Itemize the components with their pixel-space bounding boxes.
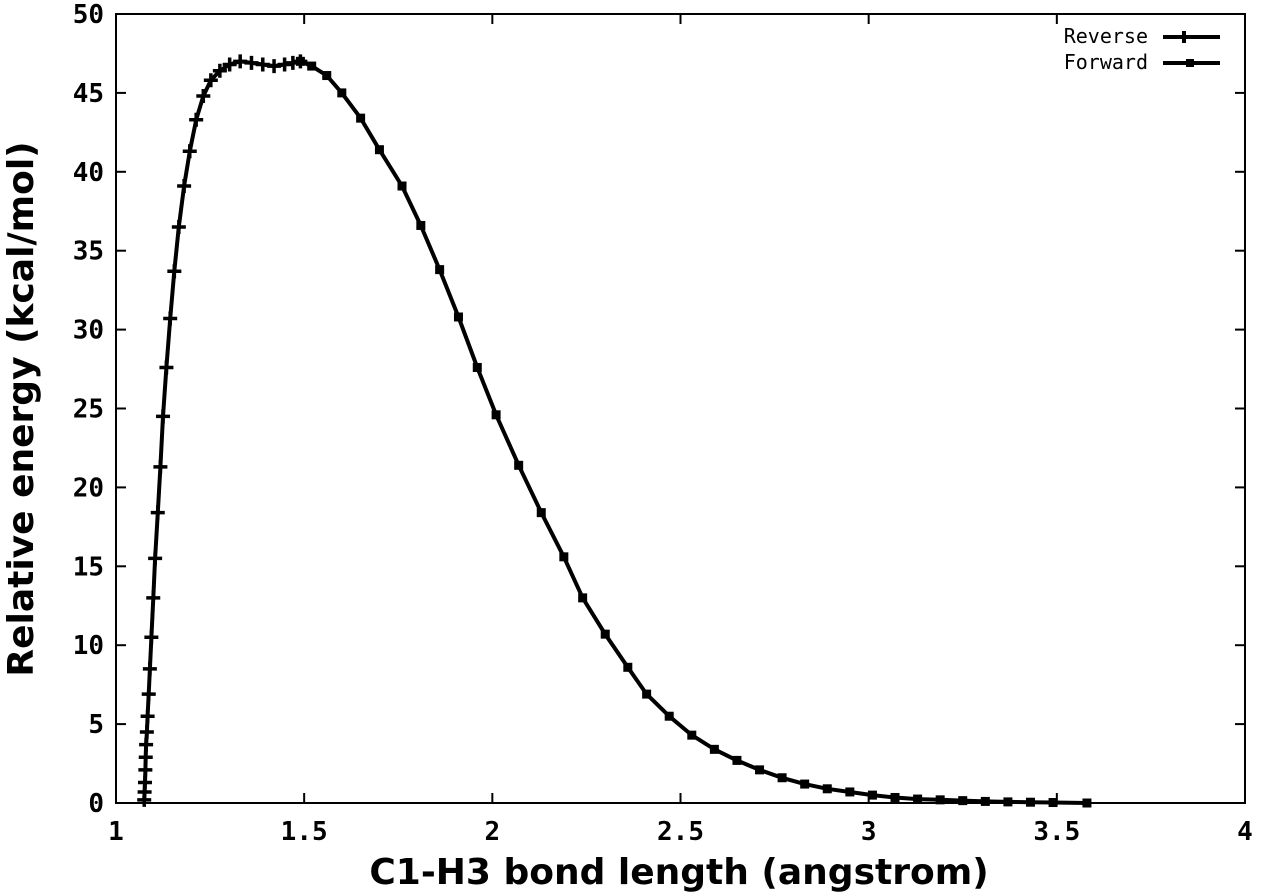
- data-point-forward: [416, 220, 426, 230]
- legend-marker-reverse: [1178, 31, 1190, 43]
- data-point-forward: [687, 730, 697, 740]
- y-tick-label: 30: [73, 316, 104, 346]
- data-point-forward: [664, 711, 674, 721]
- data-point-reverse: [189, 112, 204, 127]
- data-point-forward: [890, 792, 900, 802]
- data-point-reverse: [144, 630, 159, 645]
- y-axis-title: Relative energy (kcal/mol): [1, 141, 42, 676]
- data-point-forward: [307, 61, 317, 71]
- data-point-forward: [822, 784, 832, 794]
- data-point-reverse: [212, 63, 227, 78]
- data-point-reverse: [171, 220, 186, 235]
- marker-layer: [137, 54, 1092, 808]
- data-point-reverse: [138, 750, 153, 765]
- data-point-forward: [1025, 797, 1035, 807]
- data-point-reverse: [142, 661, 157, 676]
- data-point-forward: [777, 773, 787, 783]
- data-point-forward: [709, 744, 719, 754]
- data-point-forward: [559, 552, 569, 562]
- data-point-reverse: [146, 590, 161, 605]
- data-point-forward: [491, 410, 501, 420]
- data-point-forward: [578, 593, 588, 603]
- data-point-forward: [536, 508, 546, 518]
- data-point-forward: [732, 755, 742, 765]
- data-point-forward: [295, 56, 305, 66]
- data-point-forward: [322, 71, 332, 81]
- legend-marker-forward: [1186, 59, 1194, 67]
- data-point-reverse: [167, 264, 182, 279]
- data-point-forward: [514, 460, 524, 470]
- data-point-reverse: [203, 73, 218, 88]
- x-tick-label: 3.5: [1033, 817, 1080, 847]
- data-point-reverse: [153, 459, 168, 474]
- y-tick-label: 50: [73, 0, 104, 30]
- data-point-reverse: [148, 551, 163, 566]
- y-tick-label: 10: [73, 631, 104, 661]
- data-point-forward: [600, 629, 610, 639]
- data-point-forward: [1003, 797, 1013, 807]
- y-tick-label: 40: [73, 158, 104, 188]
- data-point-reverse: [163, 311, 178, 326]
- x-tick-label: 1: [108, 817, 124, 847]
- data-point-forward: [845, 787, 855, 797]
- data-point-reverse: [140, 709, 155, 724]
- data-point-reverse: [141, 687, 156, 702]
- data-point-forward: [623, 662, 633, 672]
- data-point-forward: [867, 790, 877, 800]
- data-point-forward: [980, 796, 990, 806]
- data-point-forward: [435, 265, 445, 275]
- y-tick-label: 35: [73, 237, 104, 267]
- data-point-reverse: [139, 724, 154, 739]
- data-point-reverse: [159, 360, 174, 375]
- x-tick-label: 2.5: [657, 817, 704, 847]
- data-point-forward: [1048, 798, 1058, 808]
- axis-ticks: [115, 13, 1246, 804]
- legend: Reverse Forward: [1064, 24, 1220, 74]
- y-tick-label: 5: [88, 710, 104, 740]
- data-point-forward: [1082, 798, 1092, 808]
- y-tick-label: 20: [73, 473, 104, 503]
- data-point-reverse: [150, 505, 165, 520]
- legend-label-reverse: Reverse: [1064, 24, 1148, 48]
- data-point-reverse: [222, 57, 237, 72]
- data-point-reverse: [177, 179, 192, 194]
- y-tick-label: 15: [73, 552, 104, 582]
- data-point-forward: [800, 779, 810, 789]
- legend-label-forward: Forward: [1064, 50, 1148, 74]
- data-point-reverse: [196, 89, 211, 104]
- data-point-reverse: [182, 144, 197, 159]
- data-point-forward: [935, 795, 945, 805]
- data-point-forward: [913, 794, 923, 804]
- data-point-forward: [356, 113, 366, 123]
- data-point-forward: [374, 145, 384, 155]
- x-tick-label: 3: [861, 817, 877, 847]
- x-tick-label: 2: [485, 817, 501, 847]
- data-point-forward: [472, 362, 482, 372]
- data-point-forward: [397, 181, 407, 191]
- data-point-reverse: [139, 737, 154, 752]
- data-point-forward: [337, 88, 347, 98]
- data-point-reverse: [137, 775, 152, 790]
- y-tick-label: 25: [73, 395, 104, 425]
- data-point-forward: [958, 796, 968, 806]
- x-axis-title: C1-H3 bond length (angstrom): [369, 852, 988, 892]
- data-point-reverse: [138, 762, 153, 777]
- data-point-reverse: [156, 409, 171, 424]
- x-tick-label: 4: [1237, 817, 1253, 847]
- data-point-forward: [642, 689, 652, 699]
- data-point-forward: [755, 765, 765, 775]
- x-tick-label: 1.5: [281, 817, 328, 847]
- data-point-forward: [453, 312, 463, 322]
- y-tick-label: 45: [73, 79, 104, 109]
- y-tick-label: 0: [88, 789, 104, 819]
